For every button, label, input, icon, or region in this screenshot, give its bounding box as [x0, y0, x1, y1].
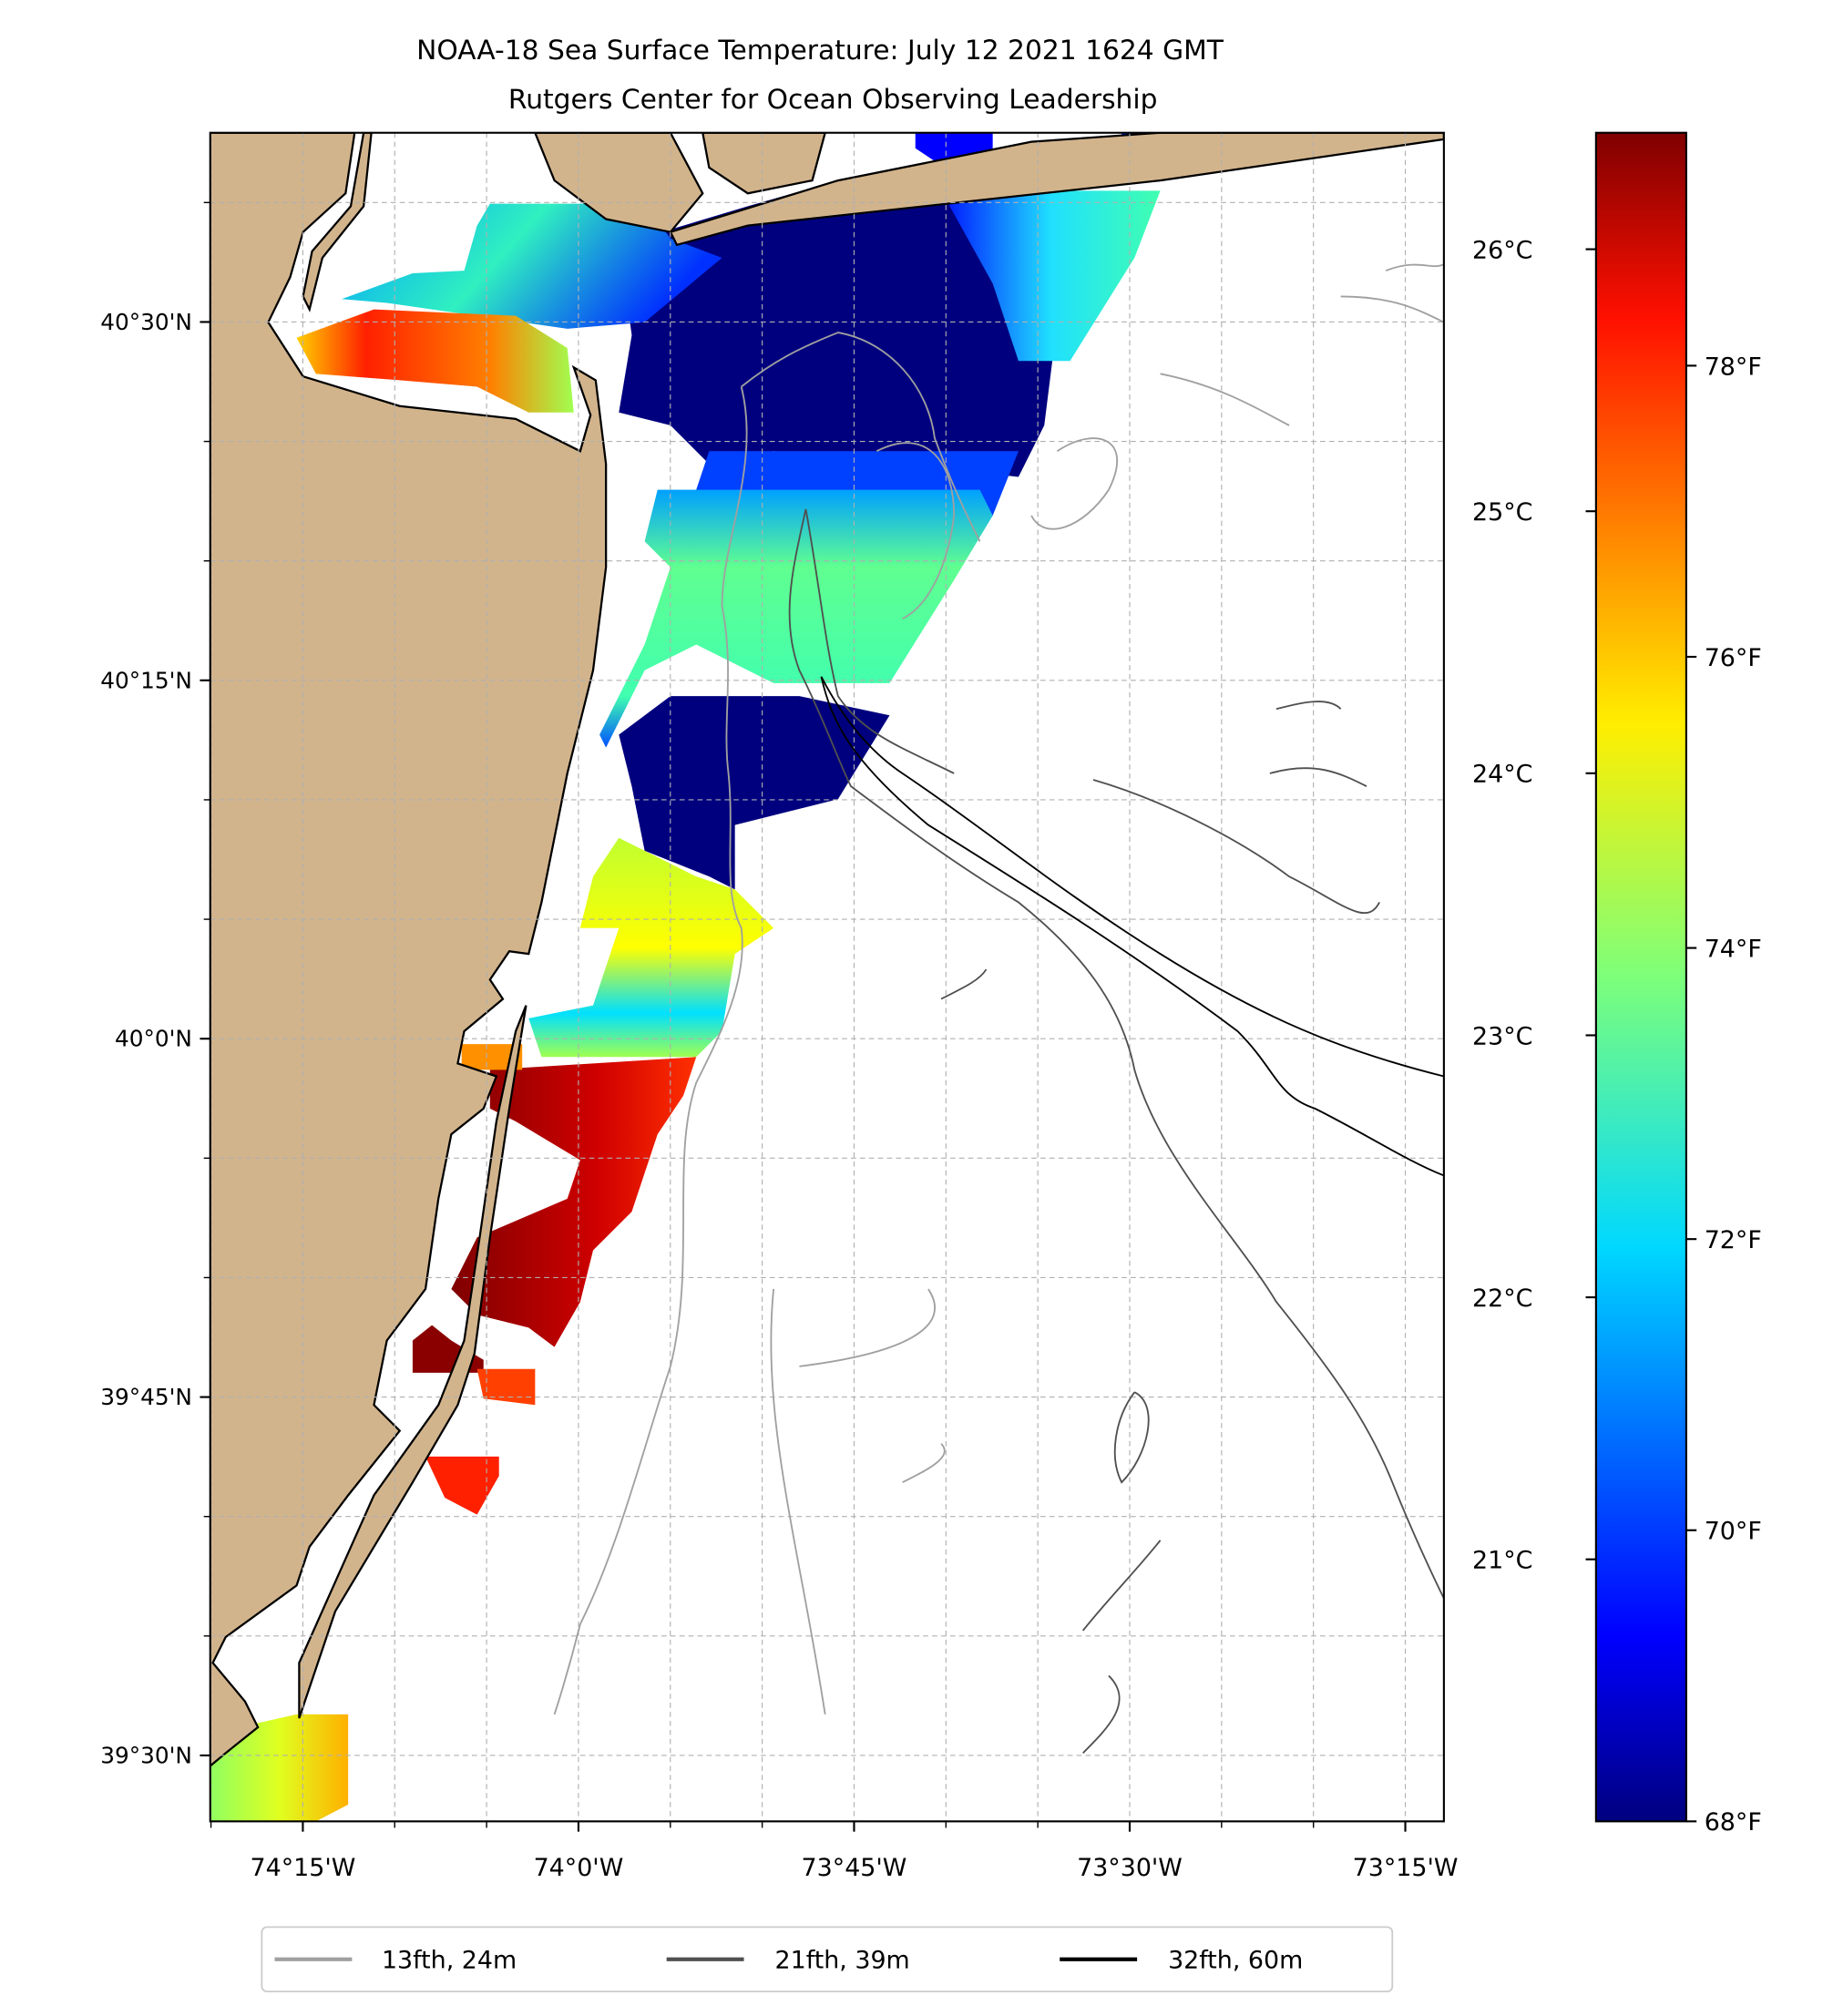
- contour-60m: [820, 676, 1444, 1177]
- colorbar-c-label: 23°C: [1472, 1022, 1532, 1050]
- lon-tick-label: 73°30'W: [1077, 1854, 1183, 1882]
- chart-subtitle: Rutgers Center for Ocean Observing Leade…: [508, 84, 1158, 116]
- legend-entry-24m: 13fth, 24m: [382, 1947, 517, 1975]
- lon-tick-label: 73°15'W: [1353, 1854, 1459, 1882]
- lat-tick-label: 40°15'N: [100, 667, 192, 693]
- legend-entry-60m: 32fth, 60m: [1168, 1947, 1303, 1975]
- land: [210, 132, 1444, 1767]
- colorbar-c-label: 25°C: [1472, 498, 1532, 527]
- colorbar-f-label: 78°F: [1705, 353, 1762, 381]
- lon-tick-label: 73°45'W: [802, 1854, 907, 1882]
- lat-tick-label: 39°30'N: [100, 1742, 192, 1768]
- colorbar-f-label: 70°F: [1705, 1518, 1762, 1546]
- contour-24m: [553, 263, 1444, 1715]
- chart-title: NOAA-18 Sea Surface Temperature: July 12…: [416, 35, 1224, 67]
- contour-39m: [788, 508, 1444, 1754]
- colorbar: 68°F 70°F 72°F 74°F 76°F 78°F 21°C 22°C 23°C 24°C…: [1472, 131, 1762, 1837]
- axis-ticks: 40°30'N 40°15'N 40°0'N 39°45'N 39°30'N 74°15'…: [100, 201, 1459, 1882]
- map-axes: [210, 132, 1444, 1822]
- lon-tick-label: 74°15'W: [251, 1854, 356, 1882]
- lon-tick-label: 74°0'W: [534, 1854, 624, 1882]
- colorbar-c-label: 24°C: [1472, 761, 1532, 789]
- colorbar-c-label: 22°C: [1472, 1284, 1532, 1313]
- colorbar-ticks: 68°F 70°F 72°F 74°F 76°F 78°F 21°C 22°C 23°C 24°C…: [1472, 236, 1762, 1837]
- map-frame: [209, 131, 1445, 1823]
- colorbar-f-label: 74°F: [1705, 935, 1762, 963]
- lat-tick-label: 40°30'N: [100, 309, 192, 335]
- legend: 13fth, 24m 21fth, 39m 32fth, 60m: [261, 1926, 1394, 1993]
- lat-tick-label: 40°0'N: [115, 1026, 192, 1052]
- colorbar-f-label: 76°F: [1705, 644, 1762, 672]
- colorbar-c-label: 26°C: [1472, 236, 1532, 264]
- colorbar-f-label: 72°F: [1705, 1226, 1762, 1254]
- colorbar-f-label: 68°F: [1705, 1808, 1762, 1837]
- sst-field: [210, 132, 1173, 1822]
- lat-tick-label: 39°45'N: [100, 1384, 192, 1410]
- legend-entry-39m: 21fth, 39m: [775, 1947, 910, 1975]
- colorbar-c-label: 21°C: [1472, 1547, 1532, 1575]
- colorbar-gradient: [1594, 131, 1687, 1823]
